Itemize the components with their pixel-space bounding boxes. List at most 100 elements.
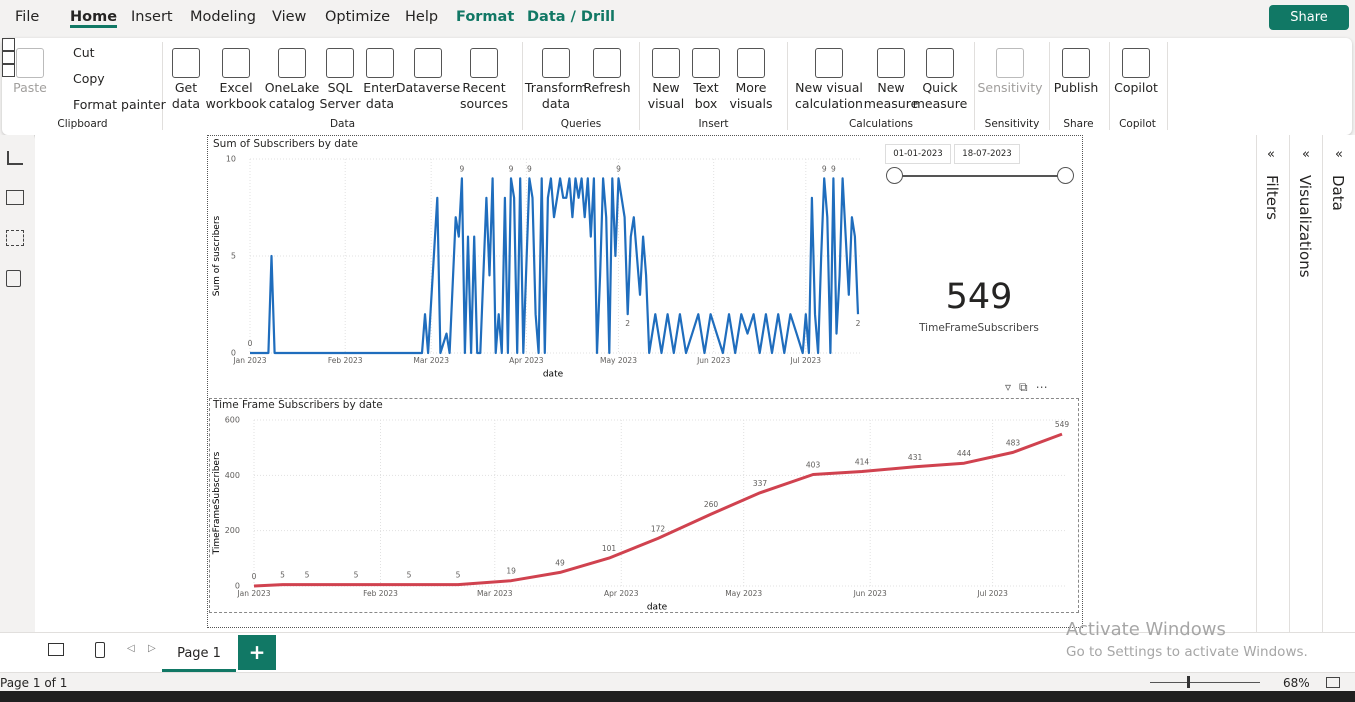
ribbon-button[interactable]: Copy [73, 71, 105, 86]
ribbon-tab[interactable]: Help [405, 9, 439, 25]
button-icon [996, 48, 1024, 78]
ribbon-button[interactable]: Dataverse [395, 80, 461, 95]
ribbon-button[interactable]: Refresh [583, 80, 631, 95]
ribbon-button[interactable]: Paste [13, 80, 47, 95]
group-label: Calculations [848, 118, 914, 130]
ribbon-button[interactable]: Copilot [1114, 80, 1158, 95]
prev-page[interactable]: ◁ [127, 643, 135, 654]
zoom-thumb[interactable] [1187, 676, 1190, 688]
ribbon-button[interactable]: Text box [693, 80, 719, 111]
fit-page[interactable] [1326, 677, 1340, 688]
button-icon [366, 48, 394, 78]
tab-bar: File Home Insert Modeling View Optimize Help Fo… [0, 0, 1355, 36]
group-separator [162, 42, 163, 130]
zoom-level: 68% [1283, 676, 1310, 690]
ribbon-button[interactable]: Transform data [524, 80, 588, 111]
ribbon-button: Sensitivity [977, 80, 1043, 95]
button-icon [593, 48, 621, 78]
table-view[interactable] [6, 190, 24, 205]
button-icon [542, 48, 570, 78]
button-icon [326, 48, 354, 78]
ribbon-tab[interactable]: File [15, 9, 40, 25]
button-icon [652, 48, 680, 78]
slicer-end[interactable]: 18-07-2023 [954, 144, 1020, 164]
pane-title: Data [1329, 175, 1347, 211]
button-icon [815, 48, 843, 78]
slicer-handle[interactable] [1057, 167, 1074, 184]
pane-title: Visualizations [1296, 175, 1314, 278]
share-button[interactable]: Share [1269, 5, 1349, 30]
ribbon-button[interactable]: Excel workbook [205, 80, 267, 111]
ribbon-button[interactable]: Cut [73, 45, 95, 60]
data-pane[interactable]: «Data [1322, 135, 1355, 632]
report-view[interactable] [7, 151, 23, 165]
button-icon [926, 48, 954, 78]
report-canvas: 01-01-2023 18-07-2023 549 TimeFrameSubsc… [35, 135, 1256, 632]
button-icon [877, 48, 905, 78]
ribbon-tab[interactable]: Insert [131, 9, 173, 25]
button-icon [692, 48, 720, 78]
page-count: Page 1 of 1 [0, 676, 68, 690]
ribbon-button[interactable]: New visual [647, 80, 685, 111]
group-label: Insert [698, 118, 729, 130]
ribbon-tab[interactable]: View [272, 9, 307, 25]
filters-pane[interactable]: «Filters [1256, 135, 1289, 632]
ribbon: Clipboard Paste Cut Copy Format painter Data G… [2, 38, 1352, 135]
button-icon [1122, 48, 1150, 78]
group-separator [1167, 42, 1168, 130]
ribbon-button[interactable]: Get data [171, 80, 201, 111]
ribbon-button[interactable]: OneLake catalog [264, 80, 320, 111]
ribbon-tab[interactable]: Optimize [325, 9, 391, 25]
model-view[interactable] [6, 230, 24, 246]
ribbon-button[interactable]: SQL Server [319, 80, 361, 111]
left-nav [0, 135, 34, 672]
button-icon [172, 48, 200, 78]
zoom-slider[interactable] [1150, 682, 1260, 683]
status-bar: Page 1 of 1 68% [0, 672, 1355, 692]
ribbon-button[interactable]: Recent sources [459, 80, 509, 111]
card-label: TimeFrameSubscribers [919, 322, 1039, 334]
button-icon [2, 51, 15, 64]
ribbon-button[interactable]: Quick measure [912, 80, 968, 111]
button-icon [2, 38, 15, 51]
visualizations-pane[interactable]: «Visualizations [1289, 135, 1322, 632]
card-value: 549 [945, 277, 1013, 317]
ribbon-button[interactable]: Format painter [73, 97, 166, 112]
page-tab[interactable]: Page 1 [162, 635, 236, 672]
group-label: Queries [560, 118, 602, 130]
visual-header[interactable]: ▿⧉⋯ [1005, 380, 1056, 394]
ribbon-tab[interactable]: Home [70, 9, 118, 28]
ribbon-button[interactable]: More visuals [729, 80, 773, 111]
ribbon-tab[interactable]: Modeling [190, 9, 256, 25]
group-separator [1049, 42, 1050, 130]
ribbon-tab[interactable]: Format [456, 9, 515, 25]
ribbon-button[interactable]: Enter data [363, 80, 397, 111]
group-separator [1109, 42, 1110, 130]
group-separator [974, 42, 975, 130]
next-page[interactable]: ▷ [148, 643, 156, 654]
group-separator [787, 42, 788, 130]
add-page[interactable]: + [238, 635, 276, 670]
dax-view[interactable] [6, 270, 21, 287]
slicer-handle[interactable] [886, 167, 903, 184]
button-icon [1062, 48, 1090, 78]
page-border [207, 135, 1083, 628]
watermark-title: Activate Windows [1066, 619, 1226, 640]
mobile-layout[interactable] [95, 642, 105, 658]
ribbon-button[interactable]: New measure [863, 80, 919, 111]
ribbon-button[interactable]: New visual calculation [795, 80, 863, 111]
group-label: Copilot [1119, 118, 1156, 130]
button-icon [278, 48, 306, 78]
ribbon-tab[interactable]: Data / Drill [527, 9, 616, 25]
slicer-start[interactable]: 01-01-2023 [885, 144, 951, 164]
group-label: Data [329, 118, 356, 130]
group-separator [522, 42, 523, 130]
taskbar [0, 691, 1355, 702]
group-label: Clipboard [57, 118, 108, 130]
button-icon [414, 48, 442, 78]
desktop-layout[interactable] [48, 643, 64, 656]
ribbon-button[interactable]: Publish [1053, 80, 1099, 95]
button-icon [470, 48, 498, 78]
group-label: Share [1063, 118, 1094, 130]
